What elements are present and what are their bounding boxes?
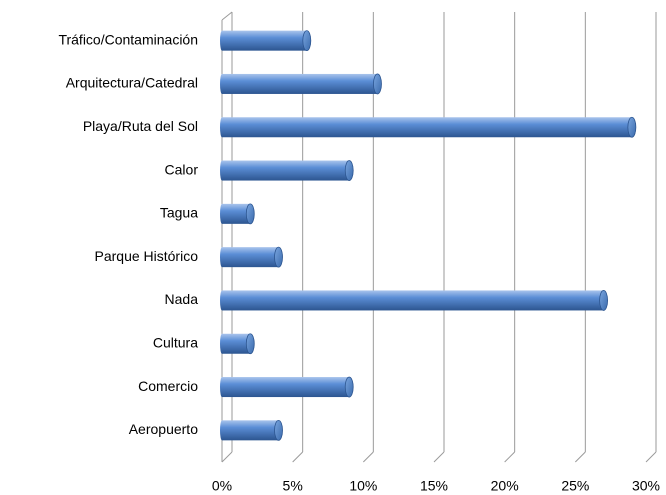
bar <box>220 73 382 95</box>
bar <box>220 203 255 225</box>
x-tick-label: 15% <box>420 478 448 494</box>
y-tick-label: Aeropuerto <box>129 421 198 437</box>
grid-line <box>433 451 445 463</box>
bar <box>220 116 637 138</box>
y-tick-label: Nada <box>165 291 199 307</box>
grid-line <box>292 451 304 463</box>
y-tick-label: Comercio <box>138 378 198 394</box>
bar <box>220 290 608 311</box>
left-wall <box>221 11 233 21</box>
bar <box>220 419 283 441</box>
bar <box>220 246 283 268</box>
grid-line <box>221 451 233 463</box>
y-tick-label: Playa/Ruta del Sol <box>83 118 198 134</box>
x-tick-label: 0% <box>212 478 232 494</box>
x-tick-label: 5% <box>283 478 303 494</box>
y-tick-label: Parque Histórico <box>95 248 199 264</box>
bar <box>220 376 354 398</box>
x-tick-label: 30% <box>632 478 660 494</box>
bar <box>220 30 312 52</box>
bar <box>220 333 255 355</box>
x-tick-label: 10% <box>349 478 377 494</box>
y-tick-label: Calor <box>165 161 199 177</box>
grid-line <box>362 451 374 463</box>
y-tick-label: Cultura <box>153 334 198 350</box>
x-tick-label: 20% <box>491 478 519 494</box>
bar <box>220 160 354 181</box>
grid-line <box>504 451 516 463</box>
x-tick-label: 25% <box>561 478 589 494</box>
grid-line <box>645 451 657 463</box>
grid-line <box>574 451 586 463</box>
y-tick-label: Tagua <box>160 205 198 221</box>
y-tick-label: Arquitectura/Catedral <box>66 75 198 91</box>
y-tick-label: Tráfico/Contaminación <box>58 31 198 47</box>
